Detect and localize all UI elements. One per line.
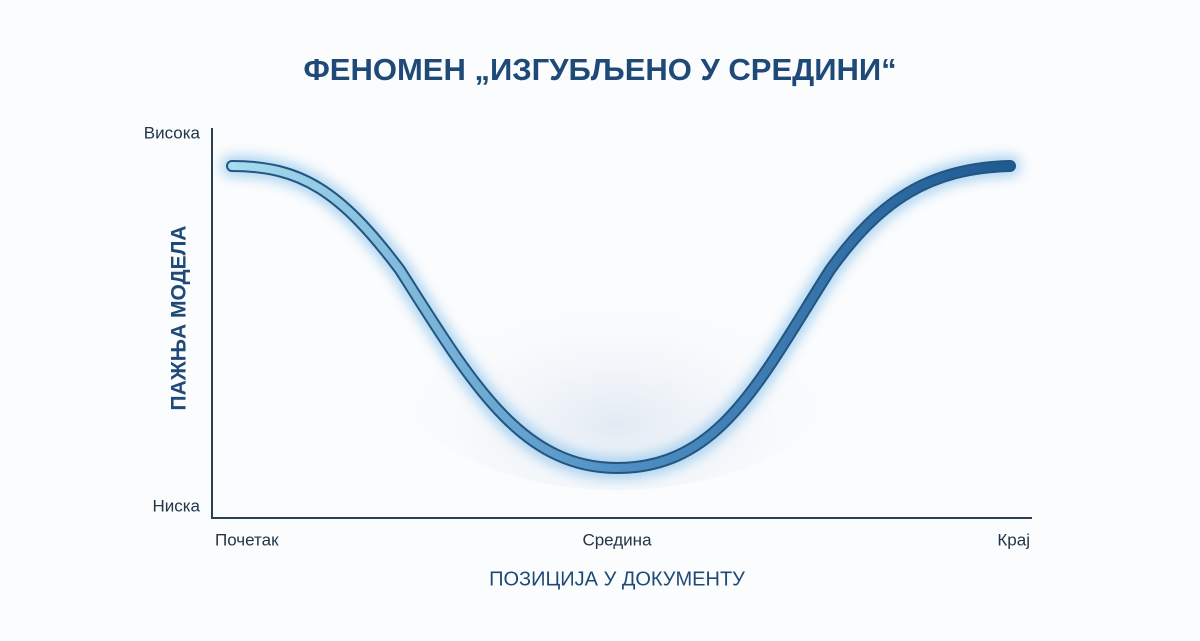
x-axis-title: ПОЗИЦИЈА У ДОКУМЕНТУ <box>489 568 745 590</box>
title: ФЕНОМЕН „ИЗГУБЉЕНО У СРЕДИНИ“ <box>303 52 896 87</box>
y-axis-title: ПАЖЊА МОДЕЛА <box>168 226 191 411</box>
x-label: Почетак <box>215 530 279 549</box>
x-label: Крај <box>997 530 1030 549</box>
attention-curve <box>228 162 1014 473</box>
x-label: Средина <box>582 530 652 549</box>
y-bottom-label: Ниска <box>152 496 200 515</box>
y-top-label: Висока <box>144 123 201 142</box>
